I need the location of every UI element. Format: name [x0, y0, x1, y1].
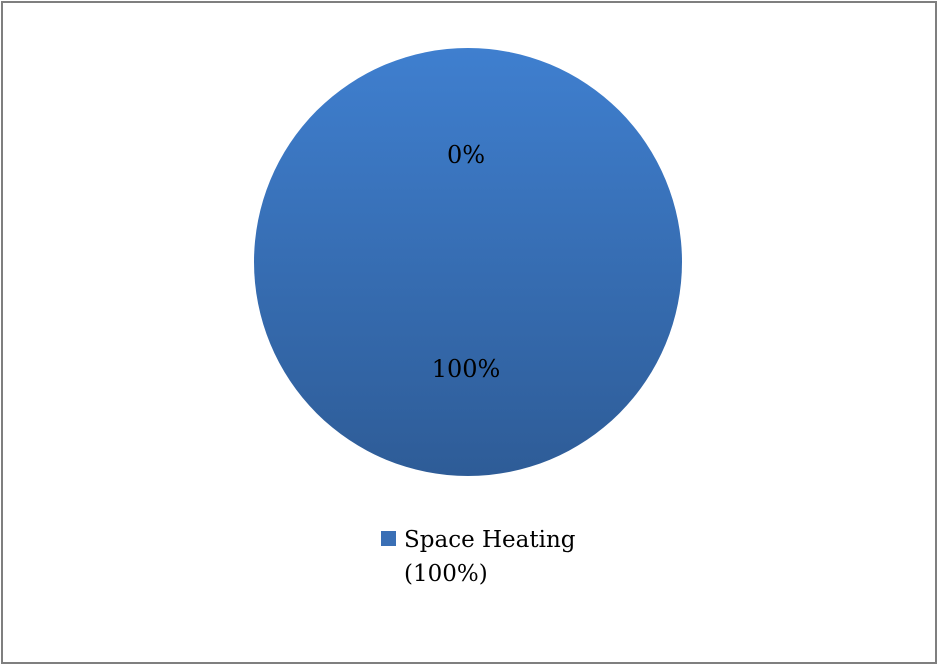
- data-label-zero: 0%: [447, 141, 485, 169]
- pie-slice-space-heating: [254, 48, 682, 476]
- legend-swatch-space-heating: [381, 531, 396, 546]
- legend-label-space-heating: Space Heating (100%): [404, 527, 576, 587]
- data-label-space-heating: 100%: [432, 355, 501, 383]
- legend: Space Heating (100%): [381, 523, 594, 591]
- pie-slices: [254, 48, 682, 476]
